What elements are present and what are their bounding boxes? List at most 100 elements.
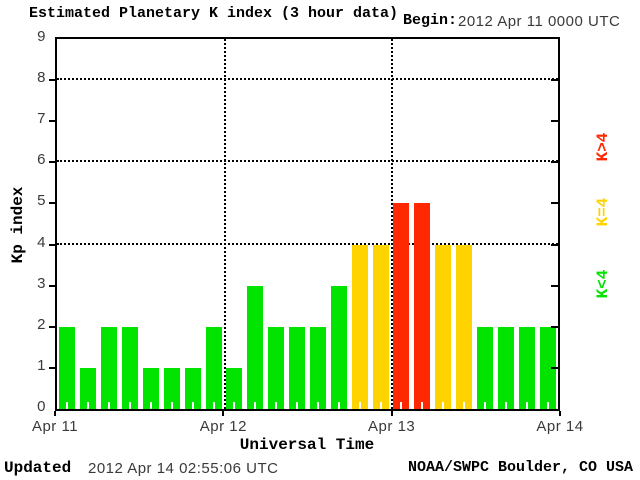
x-axis-day-label: Apr 14 xyxy=(536,418,584,435)
y-tick xyxy=(551,202,558,205)
y-tick-label: 4 xyxy=(37,233,46,251)
x-day-tick xyxy=(559,411,561,416)
kp-bar xyxy=(122,326,139,410)
legend-label-k-eq-4: K=4 xyxy=(594,197,612,227)
y-tick xyxy=(551,325,558,328)
bar-slot xyxy=(203,39,224,410)
y-tick xyxy=(551,79,558,82)
gridline-kp-8 xyxy=(57,78,558,81)
x-axis-day-label: Apr 12 xyxy=(199,418,247,435)
gridline-kp-4 xyxy=(57,242,558,245)
bar-slot xyxy=(412,39,433,409)
bar-slot xyxy=(120,39,141,410)
kp-bar xyxy=(184,367,201,410)
bar-slot xyxy=(99,39,120,410)
bar-slot xyxy=(161,39,182,410)
bar-slot xyxy=(57,39,78,410)
kp-bar xyxy=(330,285,347,410)
kp-bar xyxy=(247,285,264,410)
bar-slot xyxy=(433,39,454,410)
x-day-tick xyxy=(222,411,225,416)
kp-bar xyxy=(226,367,243,410)
bar-slot xyxy=(454,39,475,410)
y-tick xyxy=(49,284,55,287)
kp-bar xyxy=(518,326,535,410)
y-tick xyxy=(49,161,55,164)
kp-bar xyxy=(289,326,306,410)
kp-bar xyxy=(456,244,473,410)
bar-slot xyxy=(78,39,99,410)
bar-slot xyxy=(516,39,537,410)
y-tick-label: 5 xyxy=(37,192,46,210)
x-axis-day-label: Apr 13 xyxy=(368,418,416,435)
kp-bar xyxy=(59,326,76,410)
bar-slot xyxy=(182,39,203,410)
x-axis-title: Universal Time xyxy=(239,436,375,454)
y-tick-label: 2 xyxy=(37,315,46,333)
bar-slot xyxy=(224,39,245,410)
bar-slot xyxy=(391,39,412,409)
y-tick xyxy=(551,284,558,287)
y-tick-label: 8 xyxy=(37,69,46,87)
y-tick xyxy=(551,366,558,369)
y-tick-label: 3 xyxy=(37,274,46,292)
plot-area xyxy=(49,37,560,411)
bar-slot xyxy=(475,39,496,410)
kp-bar xyxy=(268,326,285,410)
bar-slot xyxy=(266,39,287,410)
kp-bar xyxy=(142,367,159,410)
y-tick-label: 0 xyxy=(37,398,46,415)
gridline-kp-6 xyxy=(57,160,558,163)
begin-label: Begin: xyxy=(403,12,458,29)
y-tick-label: 9 xyxy=(37,28,46,45)
bar-slot xyxy=(495,39,516,410)
kp-bar xyxy=(205,326,222,410)
y-tick xyxy=(49,325,55,328)
kp-bar xyxy=(497,326,514,410)
updated-timestamp: 2012 Apr 14 02:55:06 UTC xyxy=(88,460,279,477)
y-tick xyxy=(551,243,558,246)
bar-slot xyxy=(328,39,349,410)
y-tick-label: 6 xyxy=(37,151,46,169)
x-axis-day-label: Apr 11 xyxy=(31,418,79,435)
day-boundary-line xyxy=(391,39,393,409)
kp-bar xyxy=(101,326,118,410)
kp-bar xyxy=(309,326,326,410)
y-tick-label: 7 xyxy=(37,110,46,128)
kp-bar xyxy=(372,244,389,410)
y-tick-label: 1 xyxy=(37,356,46,374)
begin-value: 2012 Apr 11 0000 UTC xyxy=(458,13,621,30)
updated-label: Updated xyxy=(4,459,72,477)
y-tick xyxy=(551,161,558,164)
y-tick xyxy=(49,120,55,123)
x-day-tick xyxy=(390,411,393,416)
kp-bar xyxy=(393,203,410,409)
legend-label-k-gt-4: K>4 xyxy=(594,132,612,162)
kp-bar xyxy=(476,326,493,410)
credit-text: NOAA/SWPC Boulder, CO USA xyxy=(407,459,633,476)
y-tick xyxy=(49,243,55,246)
day-boundary-line xyxy=(224,39,226,409)
kp-bar xyxy=(414,203,431,409)
kp-bar xyxy=(435,244,452,410)
kp-bar xyxy=(163,367,180,410)
bar-slot xyxy=(245,39,266,410)
x-day-tick xyxy=(54,411,56,416)
bar-slot xyxy=(370,39,391,410)
bar-slot xyxy=(287,39,308,410)
bar-slot xyxy=(141,39,162,410)
chart-title: Estimated Planetary K index (3 hour data… xyxy=(29,5,399,22)
y-tick xyxy=(49,202,55,205)
bar-slot xyxy=(537,39,558,410)
y-tick xyxy=(551,120,558,123)
legend-label-k-lt-4: K<4 xyxy=(594,269,612,299)
bar-slot xyxy=(349,39,370,410)
bars-container xyxy=(57,39,558,410)
bar-slot xyxy=(308,39,329,410)
y-tick xyxy=(49,79,55,82)
kp-bar xyxy=(539,326,556,410)
y-tick xyxy=(49,366,55,369)
kp-bar xyxy=(351,244,368,410)
kp-bar xyxy=(80,367,97,410)
